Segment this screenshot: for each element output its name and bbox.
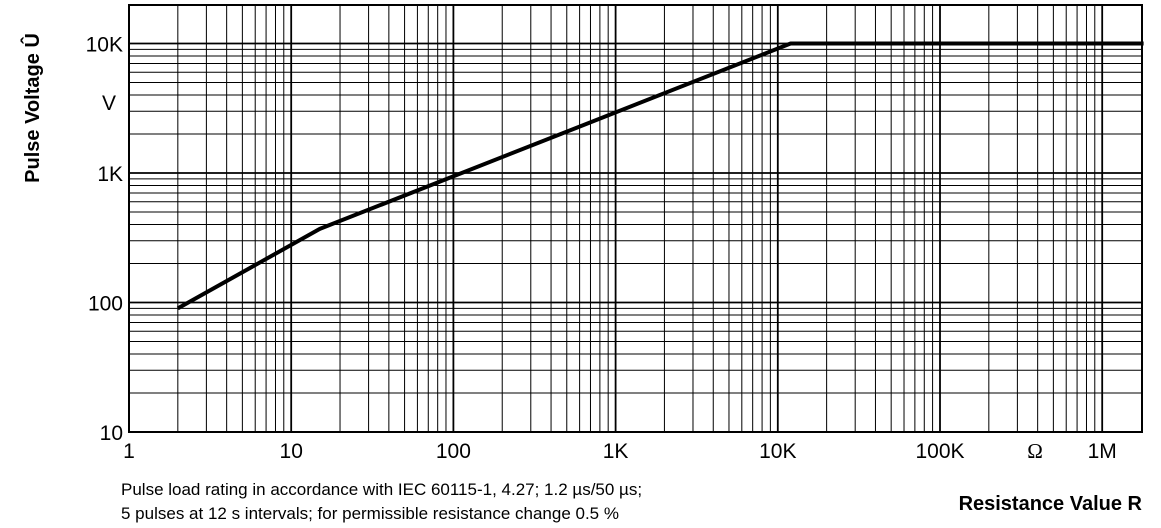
footnote-line-2: 5 pulses at 12 s intervals; for permissi… bbox=[121, 504, 619, 523]
x-axis-title: Resistance Value R bbox=[959, 493, 1143, 515]
footnote-line-1: Pulse load rating in accordance with IEC… bbox=[121, 480, 642, 499]
chart-grid bbox=[129, 5, 1142, 432]
plot-frame bbox=[128, 4, 1143, 433]
y-unit-label: V bbox=[102, 92, 116, 115]
y-tick-label: 100 bbox=[88, 293, 123, 316]
x-tick-label: 1 bbox=[123, 440, 135, 463]
series-line-0 bbox=[176, 41, 1144, 311]
x-tick-labels: 1 10 100 1K 10K 100K 1M bbox=[123, 440, 1117, 463]
y-tick-label: 1K bbox=[97, 163, 123, 186]
y-tick-label: 10K bbox=[86, 34, 123, 57]
x-tick-label: 10K bbox=[759, 440, 796, 463]
x-unit-label: Ω bbox=[1027, 439, 1043, 463]
y-tick-labels: 10 100 1K 10K bbox=[86, 34, 123, 446]
x-tick-label: 100K bbox=[915, 440, 964, 463]
chart-series bbox=[176, 41, 1144, 311]
x-tick-label: 1M bbox=[1088, 440, 1117, 463]
y-tick-label: 10 bbox=[100, 422, 123, 445]
x-tick-label: 100 bbox=[436, 440, 471, 463]
x-tick-label: 10 bbox=[280, 440, 303, 463]
x-tick-label: 1K bbox=[603, 440, 629, 463]
y-axis-title: Pulse Voltage Û bbox=[20, 33, 44, 183]
